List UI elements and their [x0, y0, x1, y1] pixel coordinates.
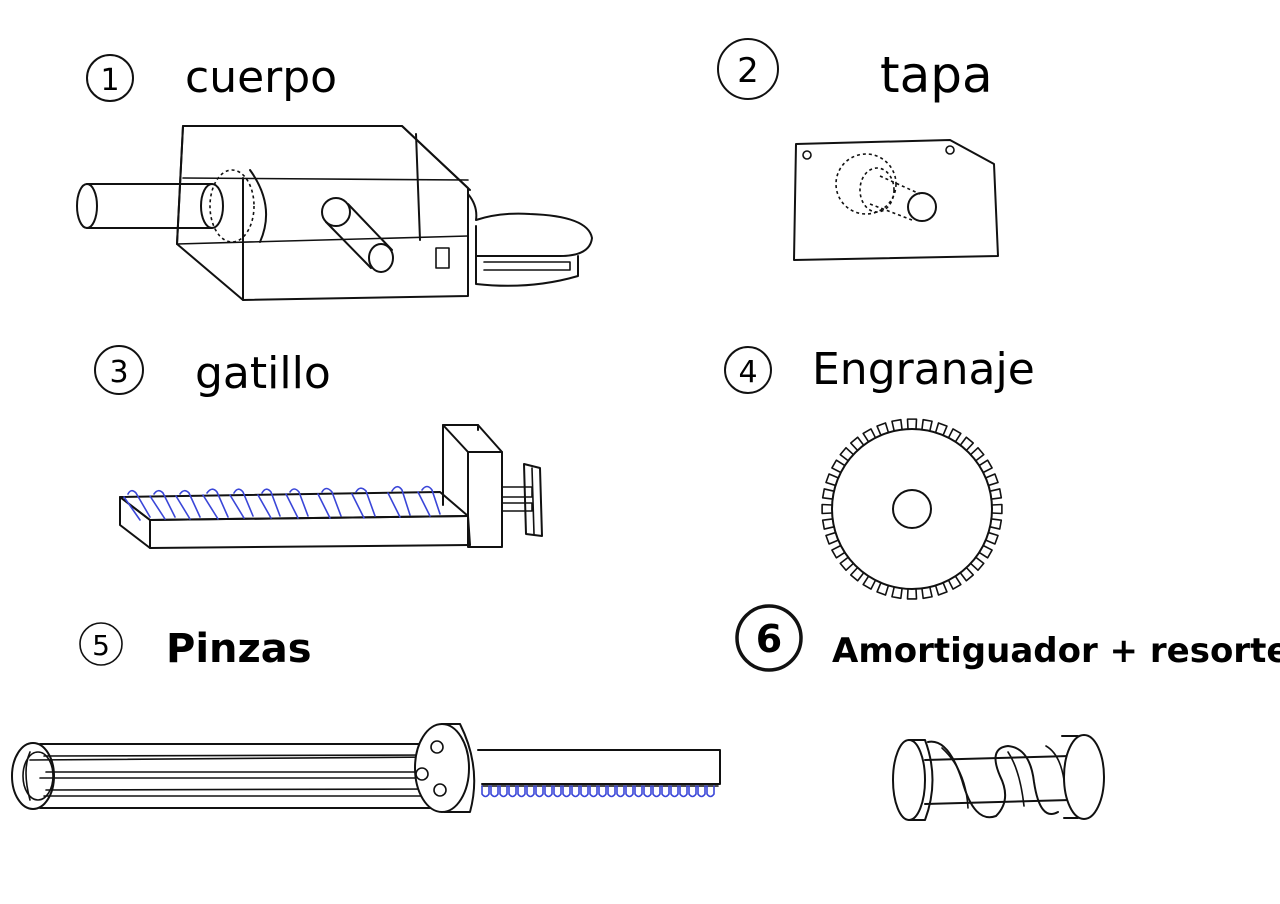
gear-tooth [849, 436, 865, 452]
part-4-number: 4 [738, 355, 757, 390]
part-5-number: 5 [92, 629, 110, 662]
part-3-name: gatillo [195, 348, 331, 399]
gear-tooth [989, 488, 1003, 500]
pliers-rack-teeth [481, 785, 715, 798]
gear-tooth [891, 418, 903, 432]
gear-tooth [984, 473, 999, 487]
part-5-label-group: 5 Pinzas [79, 622, 312, 672]
gear-tooth [821, 488, 835, 500]
part-6-number: 6 [756, 617, 782, 661]
part-4-gear-drawing [821, 418, 1003, 600]
gear-tooth [891, 586, 903, 600]
gear-tooth [969, 556, 985, 572]
part-5-number-circle [79, 622, 123, 666]
part-6-damper-drawing [892, 734, 1105, 821]
gear-tooth [849, 566, 865, 582]
gear-tooth [862, 428, 877, 443]
part-3-label-group: 3 gatillo [94, 345, 331, 399]
part-2-cover-drawing [793, 139, 999, 261]
part-6-number-circle [735, 604, 803, 672]
gear-tooth [831, 459, 846, 474]
trigger-rack-teeth [123, 485, 441, 521]
gear-tooth [947, 575, 962, 590]
gear-tooth [989, 518, 1003, 530]
gear-tooth [934, 581, 948, 596]
part-1-body-drawing [76, 125, 593, 301]
gear-tooth [978, 459, 993, 474]
part-2-number-circle [717, 38, 779, 100]
gear-tooth [825, 531, 840, 545]
part-3-number-circle [94, 345, 144, 395]
gear-tooth [978, 544, 993, 559]
part-5-name: Pinzas [166, 626, 312, 672]
gear-tooth [959, 436, 975, 452]
part-2-name: tapa [880, 46, 993, 104]
gear-tooth [876, 422, 890, 437]
part-1-number-circle [86, 54, 134, 102]
part-6-name: Amortiguador + resorte [832, 631, 1280, 671]
part-3-trigger-drawing [119, 424, 543, 549]
part-1-label-group: 1 cuerpo [86, 52, 337, 103]
gear-tooth [959, 566, 975, 582]
part-2-number: 2 [737, 51, 759, 91]
part-1-name: cuerpo [185, 52, 337, 103]
gear-tooth [906, 418, 918, 430]
gear-tooth [839, 446, 855, 462]
gear-tooth [821, 518, 835, 530]
gear-tooth [821, 503, 833, 515]
part-1-number: 1 [100, 63, 119, 98]
part-4-number-circle [724, 346, 772, 394]
part-2-label-group: 2 tapa [717, 38, 993, 104]
gear-tooth [831, 544, 846, 559]
pliers-rack-tooth-row [481, 785, 715, 798]
part-4-label-group: 4 Engranaje [724, 344, 1035, 395]
gear-tooth [969, 446, 985, 462]
gear-tooth [839, 556, 855, 572]
gear-tooth [825, 473, 840, 487]
part-6-label-group: 6 Amortiguador + resorte [735, 604, 1280, 672]
gear-tooth [921, 586, 933, 600]
gear-tooth [934, 422, 948, 437]
part-5-pliers-drawing [11, 723, 721, 813]
gear-tooth [906, 588, 918, 600]
gear-tooth [947, 428, 962, 443]
part-4-name: Engranaje [812, 344, 1035, 395]
gear-tooth [876, 581, 890, 596]
gear-tooth [921, 418, 933, 432]
gear-tooth [991, 503, 1003, 515]
gear-tooth [862, 575, 877, 590]
part-3-number: 3 [109, 355, 128, 390]
gear-tooth [984, 531, 999, 545]
